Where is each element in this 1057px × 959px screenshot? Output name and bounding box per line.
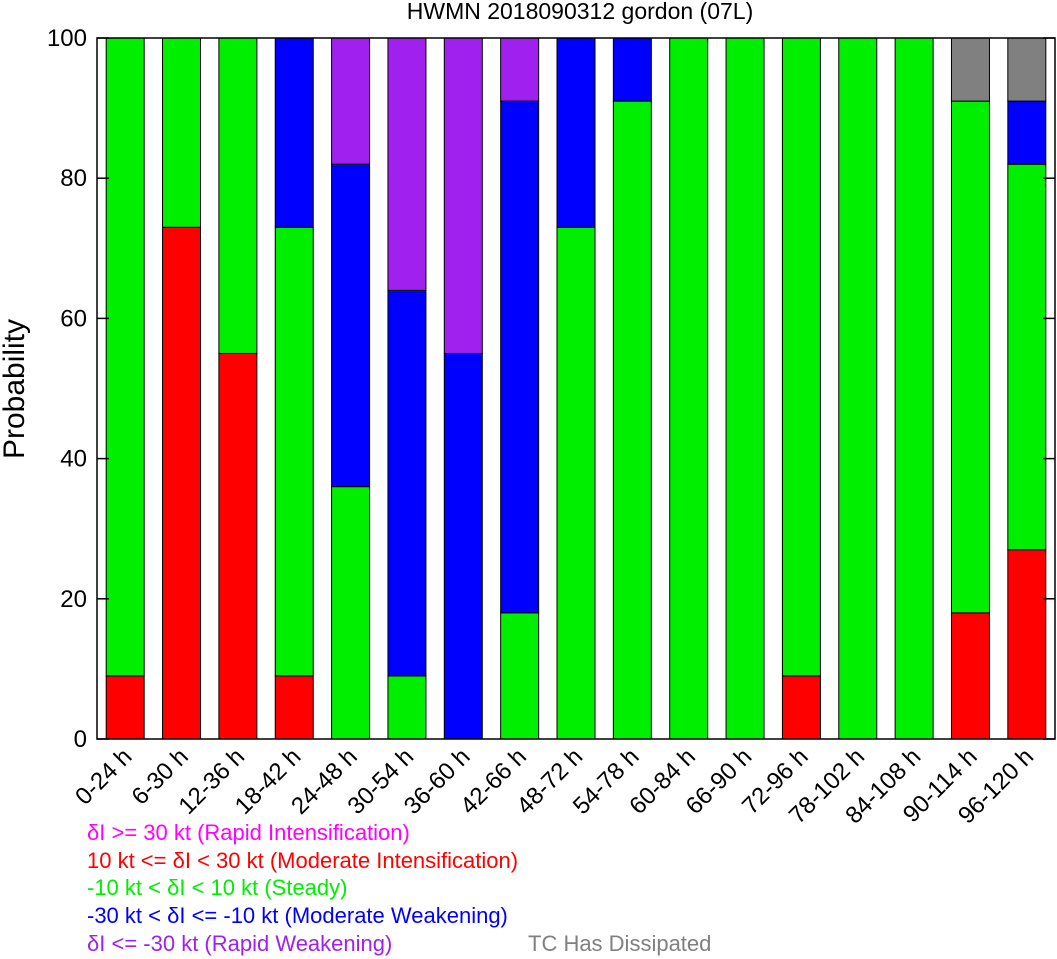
bar-segment-steady bbox=[105, 37, 145, 677]
bar-segment-steady bbox=[894, 37, 934, 740]
y-tick-label: 80 bbox=[60, 165, 87, 192]
bar-segment-rapid_weakening bbox=[500, 37, 540, 102]
bar-segment-steady bbox=[387, 675, 427, 740]
legend-entry: -10 kt < δI < 10 kt (Steady) bbox=[87, 875, 347, 900]
bar-segment-moderate_weakening bbox=[274, 37, 314, 228]
bar-segment-moderate_intensification bbox=[274, 675, 314, 740]
bar-segment-steady bbox=[331, 486, 371, 740]
bar-segment-moderate_weakening bbox=[556, 37, 596, 228]
bar-segment-steady bbox=[781, 37, 821, 677]
y-tick-label: 60 bbox=[60, 305, 87, 332]
legend-entry: -30 kt < δI <= -10 kt (Moderate Weakenin… bbox=[87, 903, 508, 928]
bar-segment-moderate_weakening bbox=[1007, 100, 1047, 165]
bar-segment-steady bbox=[218, 37, 258, 354]
bar-segment-moderate_intensification bbox=[162, 226, 202, 740]
chart-title: HWMN 2018090312 gordon (07L) bbox=[407, 0, 753, 24]
bar-segment-moderate_weakening bbox=[331, 163, 371, 488]
y-axis-ticks: 0 20 40 60 80 100 bbox=[47, 25, 1055, 753]
bar-segment-dissipated bbox=[1007, 37, 1047, 102]
x-tick-label: 0-24 h bbox=[70, 743, 137, 810]
plot-frame bbox=[96, 37, 1056, 740]
legend-entry: TC Has Dissipated bbox=[528, 931, 711, 956]
bar-segment-dissipated bbox=[950, 37, 990, 102]
x-axis-ticks: 0-24 h6-30 h12-36 h18-42 h24-48 h30-54 h… bbox=[70, 743, 1039, 829]
bar-segment-steady bbox=[274, 226, 314, 677]
bar-segment-steady bbox=[669, 37, 709, 740]
y-tick-label: 40 bbox=[60, 446, 87, 473]
bar-segment-moderate_intensification bbox=[218, 352, 258, 740]
bar-segment-steady bbox=[500, 612, 540, 740]
bar-segment-rapid_weakening bbox=[443, 37, 483, 354]
bars-group bbox=[105, 37, 1047, 740]
bar-segment-steady bbox=[556, 226, 596, 740]
bar-segment-moderate_intensification bbox=[105, 675, 145, 740]
y-tick-label: 0 bbox=[74, 726, 87, 753]
legend: δI >= 30 kt (Rapid Intensification) 10 kt… bbox=[87, 820, 711, 956]
bar-segment-moderate_weakening bbox=[443, 352, 483, 740]
bar-segment-moderate_intensification bbox=[781, 675, 821, 740]
bar-segment-steady bbox=[838, 37, 878, 740]
bar-segment-moderate_intensification bbox=[1007, 549, 1047, 740]
legend-entry: δI >= 30 kt (Rapid Intensification) bbox=[87, 820, 410, 845]
bar-segment-moderate_weakening bbox=[387, 289, 427, 677]
y-axis-title: Probability bbox=[0, 319, 31, 459]
bar-segment-steady bbox=[162, 37, 202, 228]
bar-segment-moderate_intensification bbox=[950, 612, 990, 740]
bar-segment-rapid_weakening bbox=[331, 37, 371, 165]
legend-entry: 10 kt <= δI < 30 kt (Moderate Intensific… bbox=[87, 848, 518, 873]
y-tick-label: 20 bbox=[60, 586, 87, 613]
bar-segment-steady bbox=[1007, 163, 1047, 551]
bar-segment-moderate_weakening bbox=[612, 37, 652, 102]
legend-entry: δI <= -30 kt (Rapid Weakening) bbox=[87, 931, 392, 956]
bar-segment-steady bbox=[950, 100, 990, 614]
y-tick-label: 100 bbox=[47, 25, 87, 52]
bar-segment-rapid_weakening bbox=[387, 37, 427, 291]
bar-segment-moderate_weakening bbox=[500, 100, 540, 614]
bar-segment-steady bbox=[725, 37, 765, 740]
bar-segment-steady bbox=[612, 100, 652, 740]
